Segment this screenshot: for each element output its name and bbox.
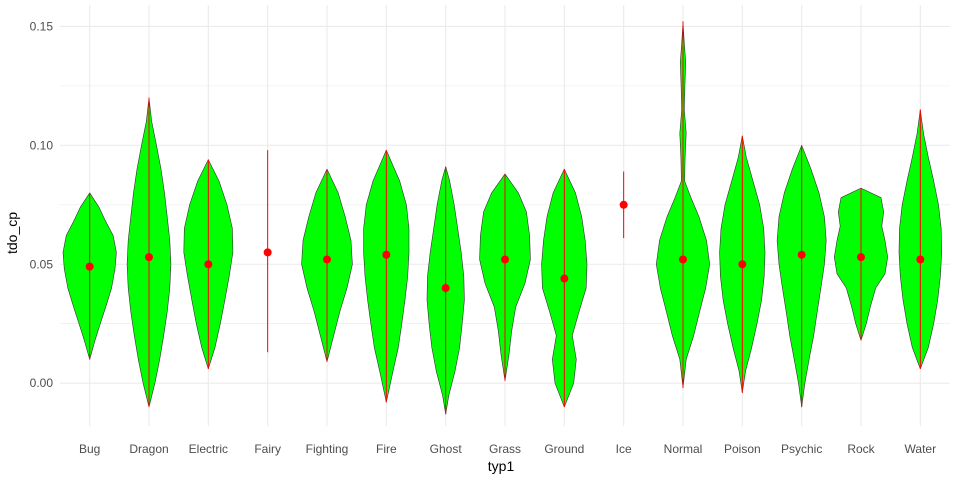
- y-axis-title: tdo_cp: [4, 212, 20, 254]
- y-tick-label: 0.15: [30, 19, 54, 33]
- mean-point-electric: [204, 260, 213, 269]
- mean-point-water: [916, 255, 925, 264]
- x-tick-label: Ground: [544, 442, 584, 456]
- y-tick-label: 0.00: [30, 376, 54, 390]
- x-tick-label: Rock: [847, 442, 875, 456]
- mean-point-grass: [501, 255, 509, 264]
- x-tick-label: Ice: [616, 442, 632, 456]
- x-tick-label: Poison: [724, 442, 761, 456]
- x-tick-label: Fairy: [254, 442, 281, 456]
- mean-point-ghost: [441, 284, 450, 293]
- x-tick-label: Dragon: [129, 442, 168, 456]
- x-tick-label: Fighting: [306, 442, 349, 456]
- y-tick-label: 0.10: [30, 138, 54, 152]
- x-axis-title: typ1: [488, 458, 515, 474]
- mean-point-fairy: [263, 248, 272, 257]
- x-tick-label: Grass: [489, 442, 521, 456]
- x-tick-label: Psychic: [781, 442, 822, 456]
- mean-point-dragon: [145, 253, 153, 262]
- mean-point-normal: [679, 255, 687, 264]
- mean-point-bug: [85, 262, 94, 271]
- x-tick-label: Ghost: [430, 442, 463, 456]
- mean-point-psychic: [797, 250, 806, 259]
- y-axis-ticks: 0.00 0.05 0.10 0.15: [30, 19, 54, 390]
- y-tick-label: 0.05: [30, 257, 54, 271]
- x-tick-label: Water: [905, 442, 937, 456]
- x-tick-label: Fire: [376, 442, 397, 456]
- x-tick-label: Electric: [189, 442, 228, 456]
- mean-point-rock: [857, 253, 865, 262]
- x-tick-label: Bug: [79, 442, 100, 456]
- mean-point-fire: [382, 250, 391, 259]
- mean-point-ground: [560, 274, 569, 283]
- mean-point-poison: [738, 260, 747, 269]
- summary-markers: [85, 21, 925, 415]
- x-tick-label: Normal: [664, 442, 703, 456]
- x-axis-ticks: Bug Dragon Electric Fairy Fighting Fire Ghost G…: [79, 442, 936, 456]
- mean-point-fighting: [323, 255, 331, 264]
- mean-point-ice: [619, 200, 628, 209]
